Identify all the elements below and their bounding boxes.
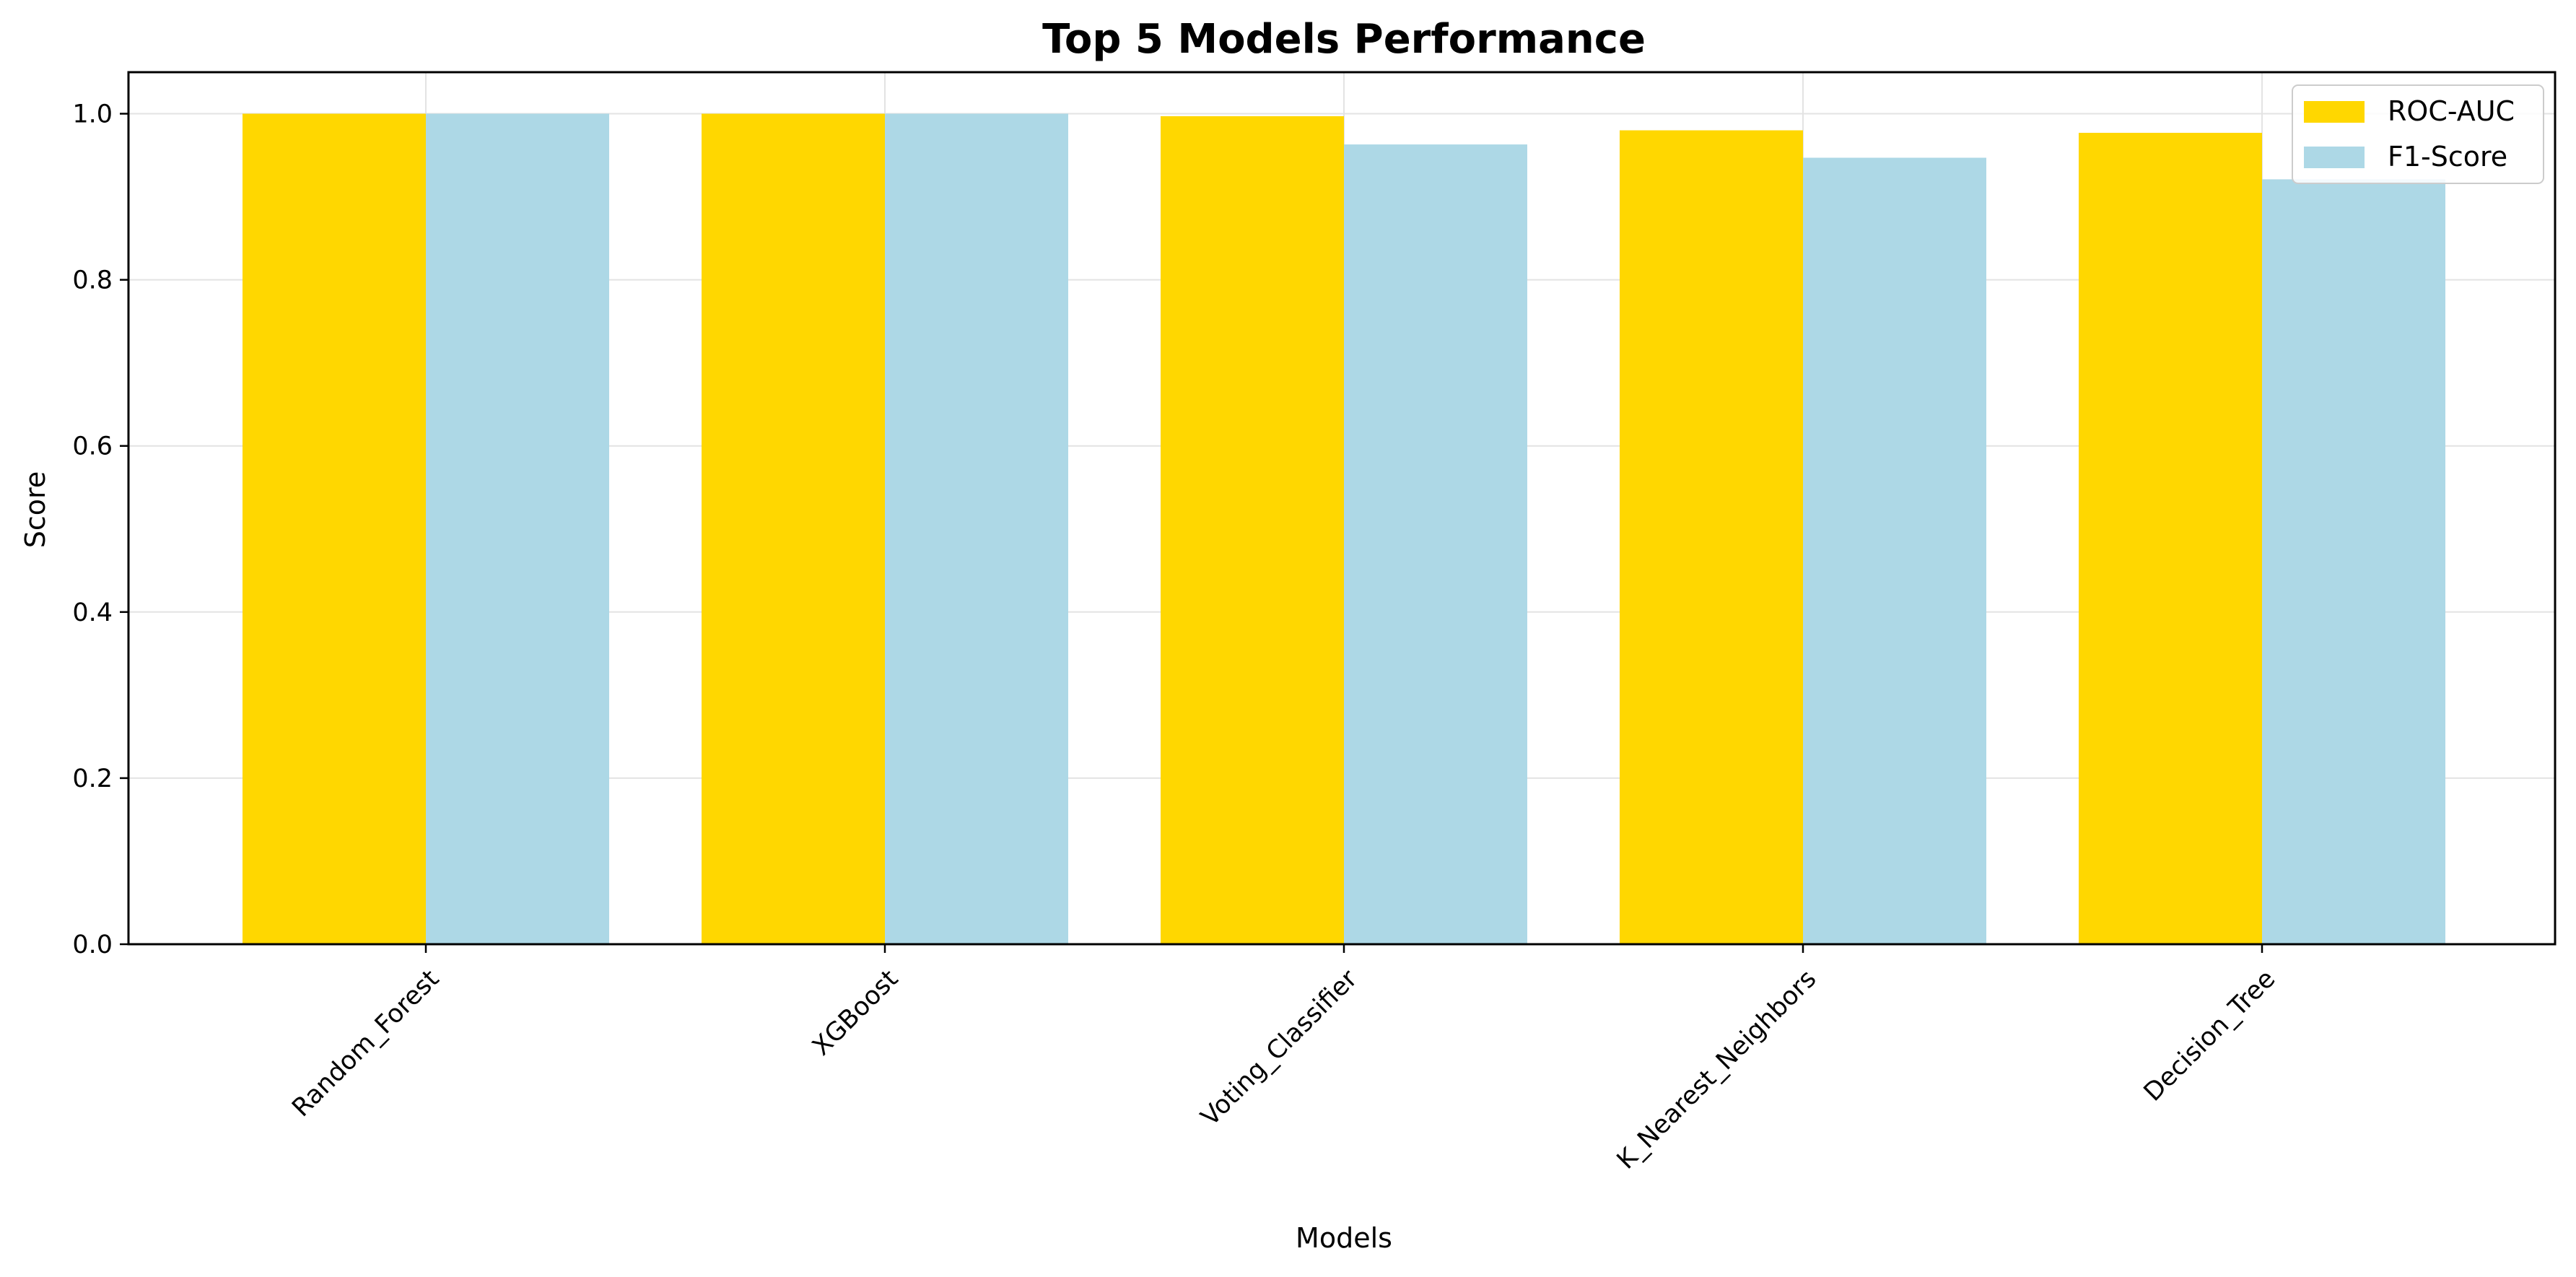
bar-roc-auc-0: [243, 113, 426, 944]
y-tick-label-2: 0.4: [72, 598, 113, 627]
legend: ROC-AUC F1-Score: [2292, 84, 2544, 184]
y-tick-label-0: 0.0: [72, 930, 113, 959]
y-tick-label-3: 0.6: [72, 432, 113, 461]
x-axis-title: Models: [1296, 1222, 1392, 1254]
bar-roc-auc-4: [2079, 132, 2262, 945]
bar-f1-score-1: [885, 113, 1068, 944]
legend-swatch-f1-score: [2304, 147, 2365, 168]
bars: [243, 113, 2445, 945]
legend-label-roc-auc: ROC-AUC: [2388, 95, 2515, 127]
y-tick-label-5: 1.0: [72, 100, 113, 129]
bar-f1-score-2: [1344, 144, 1527, 944]
chart-title: Top 5 Models Performance: [1042, 16, 1646, 63]
legend-swatch-roc-auc: [2304, 101, 2365, 123]
bar-f1-score-4: [2262, 179, 2445, 945]
y-tick-label-1: 0.2: [72, 764, 113, 793]
legend-label-f1-score: F1-Score: [2388, 141, 2507, 173]
bar-roc-auc-2: [1161, 116, 1344, 945]
bar-roc-auc-1: [702, 113, 885, 944]
y-axis-title: Score: [19, 471, 51, 548]
plot-frame: [127, 71, 2557, 946]
bar-f1-score-0: [426, 113, 609, 944]
bar-roc-auc-3: [1620, 130, 1803, 945]
bar-f1-score-3: [1803, 157, 1986, 945]
y-tick-label-4: 0.8: [72, 266, 113, 295]
